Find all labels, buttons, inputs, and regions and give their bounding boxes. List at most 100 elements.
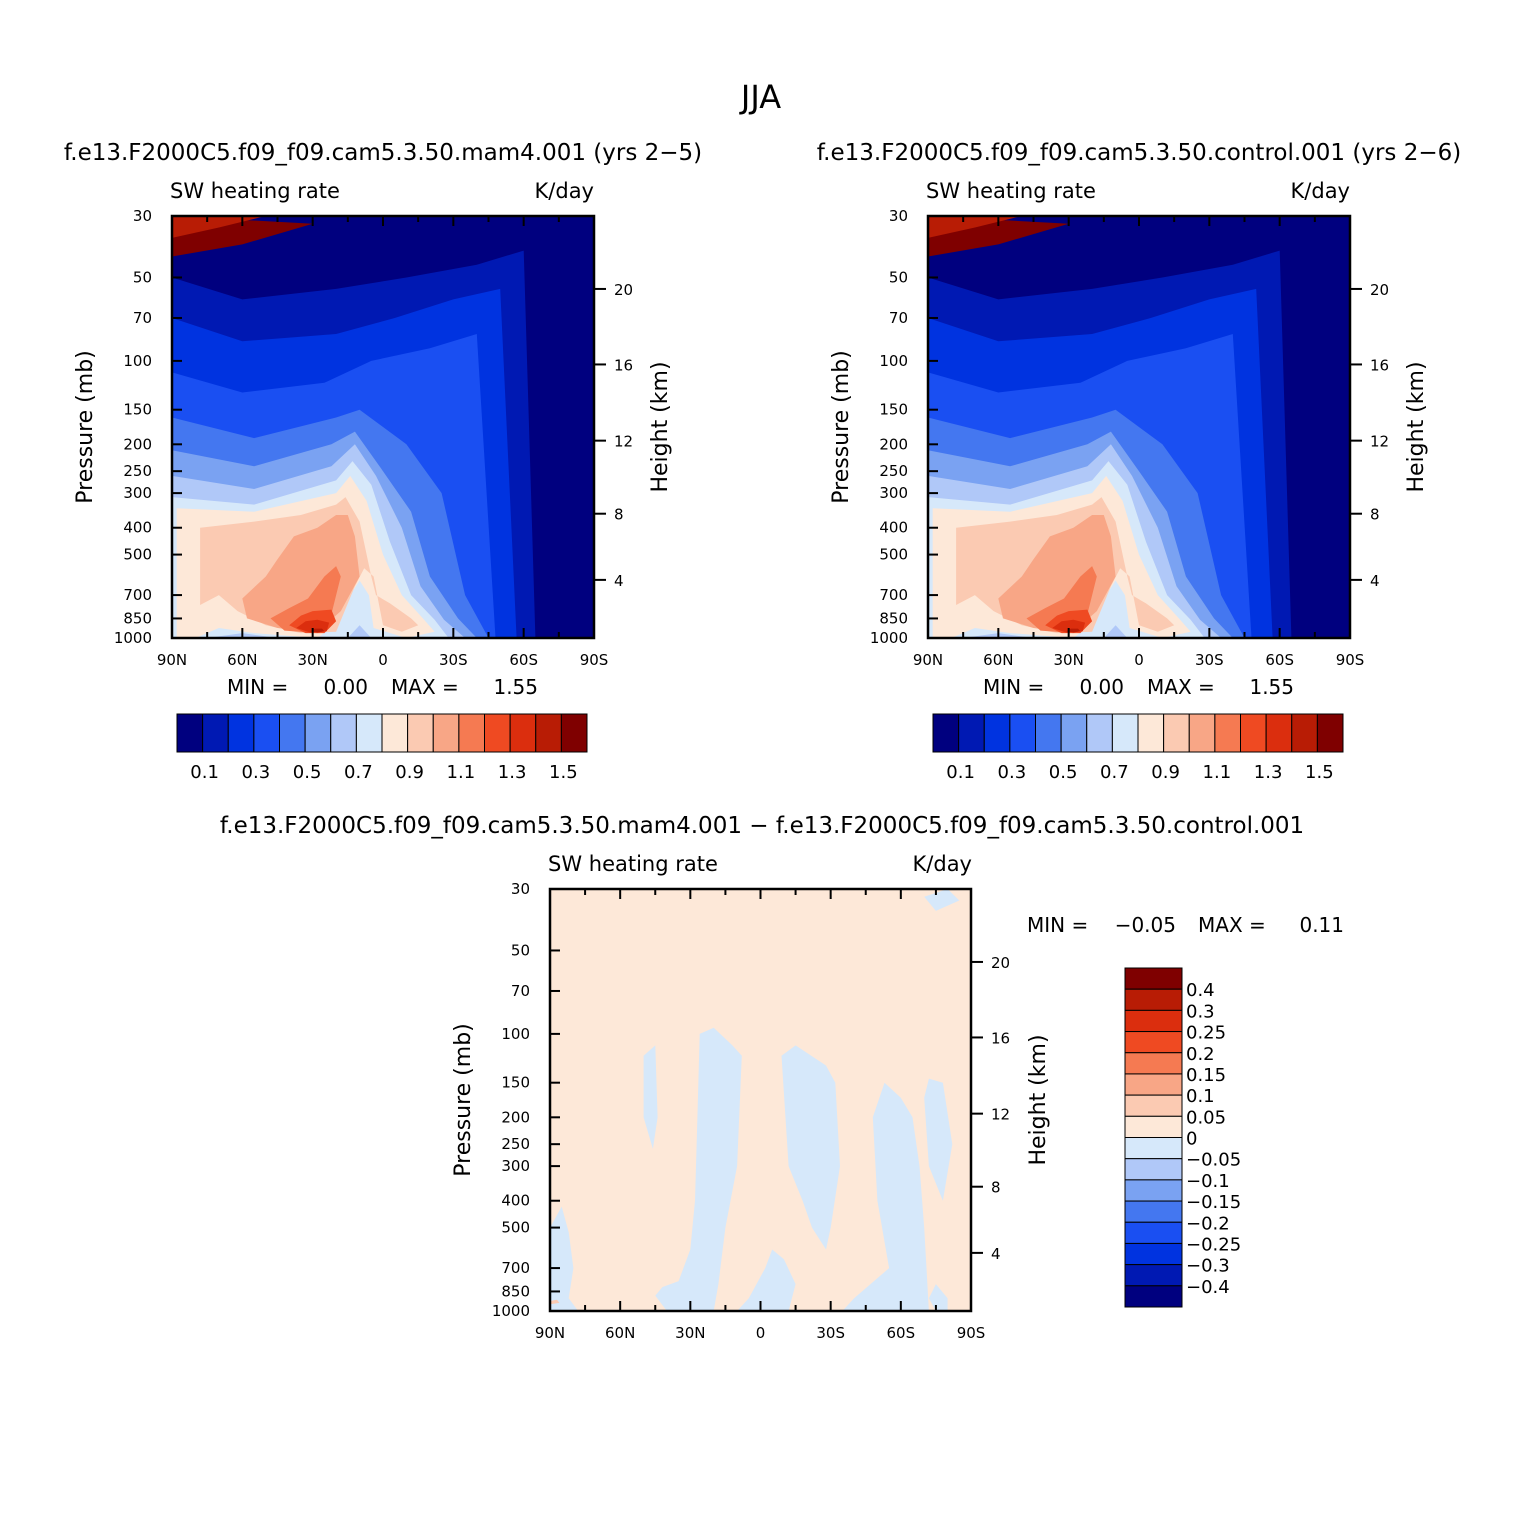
y-tick-label: 850	[879, 609, 908, 627]
colorbar-swatch	[484, 713, 511, 753]
height-tick-label: 16	[614, 356, 633, 374]
contour-fill	[928, 216, 1350, 638]
colorbar-swatch	[227, 713, 255, 753]
y-tick-label: 100	[879, 352, 908, 370]
y-tick-label: 300	[501, 1157, 530, 1175]
max-label: MAX =	[1147, 675, 1215, 699]
contour-region	[655, 1027, 742, 1311]
y-tick-label: 400	[879, 519, 908, 537]
y-tick-labels: 30 50 70 100 150 200 250 300 400 500 700 850 1000	[492, 880, 530, 1320]
colorbar-swatch	[458, 713, 485, 753]
colorbar-swatch	[381, 713, 409, 753]
max-label: MAX =	[391, 675, 459, 699]
height-tick-label: 4	[991, 1245, 1001, 1263]
colorbar-swatch	[1009, 713, 1036, 753]
y-tick-label: 300	[123, 484, 152, 502]
x-tick-label: 60S	[887, 1324, 916, 1342]
min-label: MIN =	[1027, 913, 1088, 937]
colorbar-label: −0.3	[1186, 1256, 1230, 1277]
colorbar-swatch	[253, 713, 280, 753]
y-tick-label: 50	[889, 268, 908, 286]
y-tick-label: 300	[879, 484, 908, 502]
y-axis-right-label: Height (km)	[1404, 361, 1429, 492]
y-tick-label: 150	[123, 401, 152, 419]
colorbar-label: −0.4	[1186, 1277, 1230, 1298]
y-tick-label: 850	[501, 1282, 530, 1300]
y-tick-label: 250	[879, 462, 908, 480]
colorbar-label: 0.3	[1186, 1001, 1215, 1022]
y-tick-label: 1000	[114, 629, 152, 647]
colorbar-swatch	[1124, 1031, 1183, 1054]
colorbar-label: 0.5	[293, 762, 322, 783]
y-tick-label: 30	[133, 207, 152, 225]
colorbar-swatch	[1124, 1052, 1183, 1075]
contour-region	[781, 1045, 840, 1250]
variable-label: SW heating rate	[170, 179, 340, 203]
colorbar-label: −0.15	[1186, 1192, 1241, 1213]
colorbar-swatch	[1035, 713, 1062, 753]
colorbar-swatch	[1137, 713, 1165, 753]
y-axis-right-label: Height (km)	[648, 361, 673, 492]
colorbar-swatch	[1124, 1221, 1183, 1244]
colorbar-label: −0.2	[1186, 1213, 1230, 1234]
colorbar-swatch	[958, 713, 985, 753]
colorbar-label: 1.1	[1203, 762, 1232, 783]
colorbar-label: 0.4	[1186, 980, 1215, 1001]
x-tick-label: 90S	[957, 1324, 986, 1342]
units-label: K/day	[535, 179, 594, 203]
colorbar-label: 0.3	[242, 762, 271, 783]
plot-frame	[926, 214, 1362, 640]
contour-region	[1066, 628, 1081, 633]
colorbar-label: 1.5	[549, 762, 578, 783]
colorbar-swatch	[1060, 713, 1088, 753]
y-tick-label: 150	[501, 1074, 530, 1092]
min-value: −0.05	[1115, 913, 1176, 937]
y-tick-label: 700	[501, 1259, 530, 1277]
colorbar-swatch	[176, 713, 204, 753]
y-tick-label: 30	[511, 880, 530, 898]
max-label: MAX =	[1198, 913, 1266, 937]
x-tick-label: 90N	[535, 1324, 565, 1342]
x-tick-label: 0	[378, 651, 388, 669]
y-tick-label: 200	[879, 435, 908, 453]
min-label: MIN =	[227, 675, 288, 699]
y-tick-label: 400	[501, 1192, 530, 1210]
y-tick-label: 500	[501, 1219, 530, 1237]
y-tick-label: 250	[501, 1135, 530, 1153]
colorbar-swatch	[330, 713, 357, 753]
colorbar-swatch	[355, 713, 383, 753]
y-axis-label: Pressure (mb)	[73, 350, 98, 504]
colorbar-label: 0.25	[1186, 1023, 1226, 1044]
y-tick-label: 200	[501, 1108, 530, 1126]
y-tick-label: 200	[123, 435, 152, 453]
y-tick-label: 1000	[492, 1302, 530, 1320]
figure-title: JJA	[739, 78, 781, 116]
min-label: MIN =	[983, 675, 1044, 699]
y-tick-label: 100	[123, 352, 152, 370]
height-tick-label: 16	[1370, 356, 1389, 374]
colorbar-label: 1.3	[1254, 762, 1283, 783]
x-tick-label: 60S	[509, 651, 538, 669]
panel-mam4: f.e13.F2000C5.f09_f09.cam5.3.50.mam4.001…	[64, 140, 702, 783]
x-tick-label: 90N	[913, 651, 943, 669]
panel-difference: f.e13.F2000C5.f09_f09.cam5.3.50.mam4.001…	[220, 813, 1344, 1342]
colorbar-label: 0.3	[998, 762, 1027, 783]
y-axis-label: Pressure (mb)	[451, 1023, 476, 1177]
height-tick-label: 12	[991, 1106, 1010, 1124]
y-tick-label: 70	[511, 982, 530, 1000]
colorbar-swatch	[1124, 1073, 1183, 1096]
contour-region	[310, 628, 325, 633]
x-tick-label: 90S	[1336, 651, 1365, 669]
colorbar-swatch	[560, 713, 588, 753]
colorbar-label: 0.7	[344, 762, 373, 783]
x-tick-labels: 90N 60N 30N 0 30S 60S 90S	[913, 651, 1364, 669]
colorbar-label: 0.1	[946, 762, 975, 783]
colorbar-label: 0.05	[1186, 1107, 1226, 1128]
y-tick-label: 100	[501, 1025, 530, 1043]
colorbar-swatch	[1240, 713, 1267, 753]
y-tick-label: 30	[889, 207, 908, 225]
variable-label: SW heating rate	[926, 179, 1096, 203]
colorbar-label: 0.7	[1100, 762, 1129, 783]
colorbar-swatch	[1124, 1264, 1183, 1287]
